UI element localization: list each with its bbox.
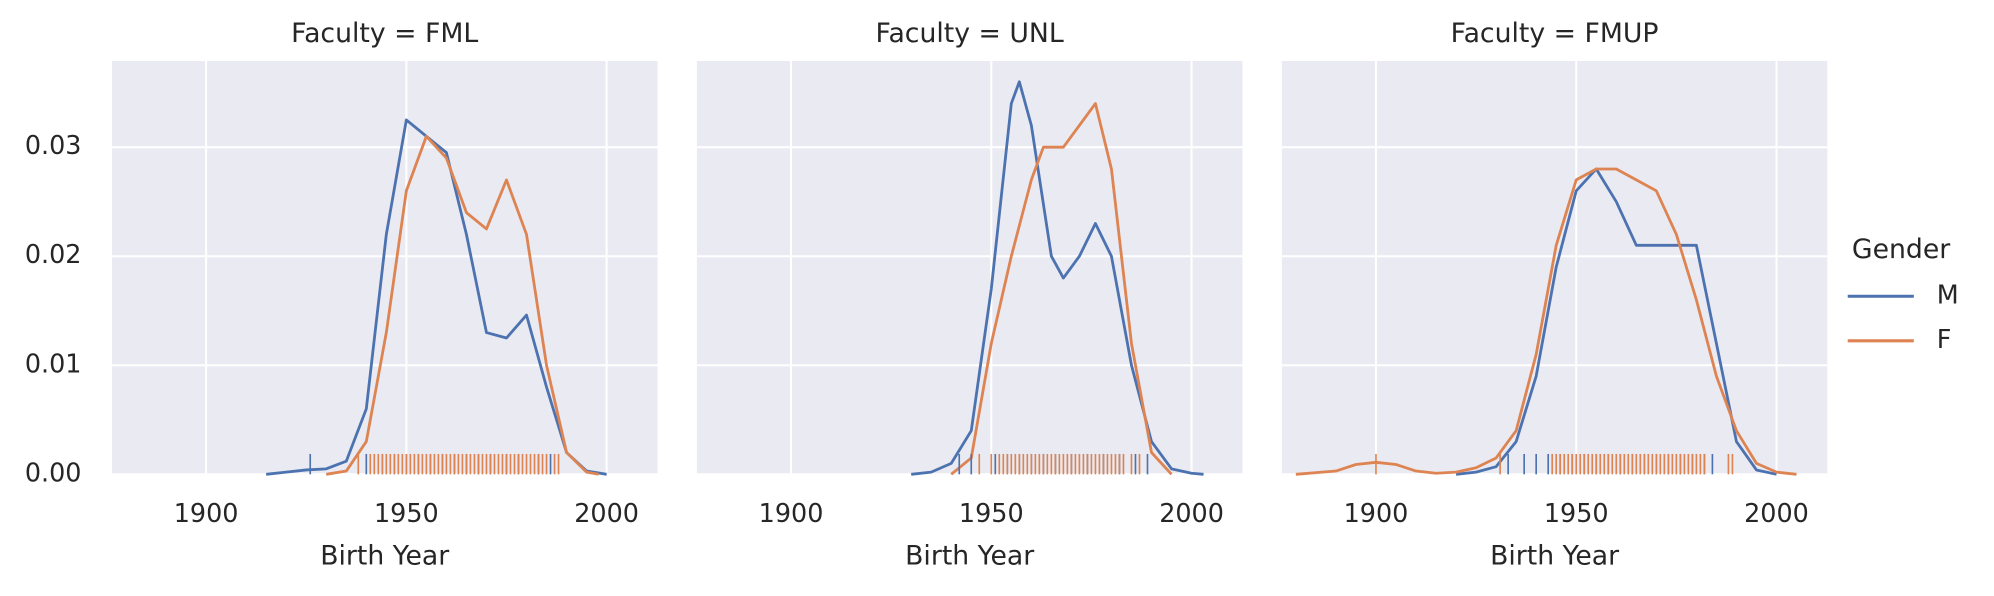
- x-tick-label: 1900: [759, 498, 824, 528]
- x-tick-label: 1900: [1344, 498, 1409, 528]
- kde-line: [1295, 167, 1797, 476]
- legend-label: F: [1937, 324, 1952, 354]
- panel-title: Faculty = FML: [291, 18, 478, 49]
- plot-background: [1281, 61, 1828, 475]
- kde-line: [326, 134, 599, 476]
- kde-line: [266, 118, 607, 476]
- kde-line: [950, 102, 1173, 476]
- legend-title: Gender: [1852, 234, 1950, 265]
- kde-line: [1455, 167, 1777, 476]
- y-tick-label: 0.00: [25, 457, 82, 487]
- panel-title: Faculty = UNL: [876, 18, 1064, 49]
- x-tick-label: 1950: [374, 498, 439, 528]
- x-tick-label: 1950: [959, 498, 1024, 528]
- y-tick-label: 0.03: [25, 130, 82, 160]
- legend-label: M: [1937, 279, 1959, 309]
- x-tick-label: 2000: [574, 498, 639, 528]
- x-axis-label: Birth Year: [320, 540, 449, 571]
- kde-line: [911, 80, 1204, 476]
- x-tick-label: 2000: [1744, 498, 1809, 528]
- x-tick-label: 2000: [1159, 498, 1224, 528]
- plot-background: [111, 61, 658, 475]
- x-axis-label: Birth Year: [905, 540, 1034, 571]
- x-tick-label: 1900: [174, 498, 239, 528]
- x-axis-label: Birth Year: [1490, 540, 1619, 571]
- y-tick-label: 0.01: [25, 348, 82, 378]
- y-tick-label: 0.02: [25, 239, 82, 269]
- plot-background: [696, 61, 1243, 475]
- x-tick-label: 1950: [1544, 498, 1609, 528]
- panel-title: Faculty = FMUP: [1451, 18, 1659, 49]
